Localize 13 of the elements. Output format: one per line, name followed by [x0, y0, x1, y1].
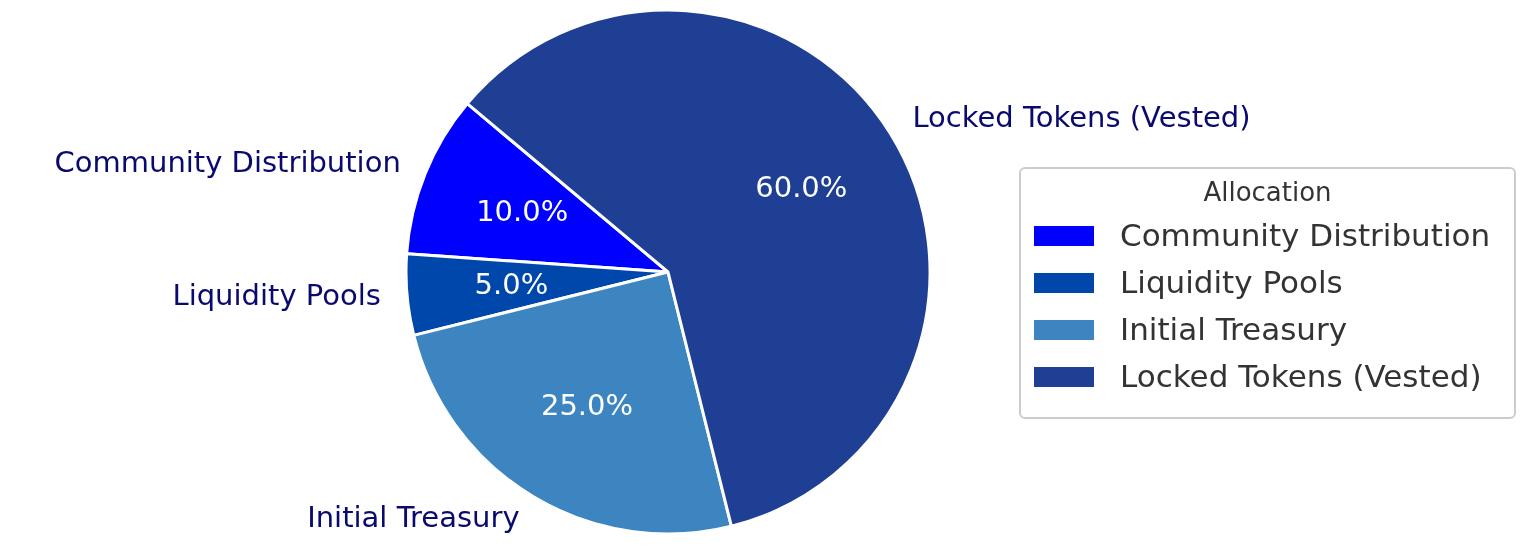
slice-label: Liquidity Pools	[172, 278, 381, 313]
legend-title: Allocation	[1203, 176, 1332, 207]
slice-label: Initial Treasury	[307, 500, 520, 535]
legend-label: Initial Treasury	[1120, 310, 1348, 347]
data-label: 60.0%	[755, 169, 848, 204]
legend-label: Community Distribution	[1120, 216, 1491, 253]
slice-label: Locked Tokens (Vested)	[912, 100, 1251, 135]
slice-label: Community Distribution	[54, 145, 401, 180]
legend-label: Locked Tokens (Vested)	[1120, 357, 1482, 394]
data-label: 25.0%	[540, 387, 634, 422]
data-label: 10.0%	[476, 194, 569, 229]
legend-label: Liquidity Pools	[1120, 263, 1343, 300]
data-label: 5.0%	[474, 266, 549, 301]
